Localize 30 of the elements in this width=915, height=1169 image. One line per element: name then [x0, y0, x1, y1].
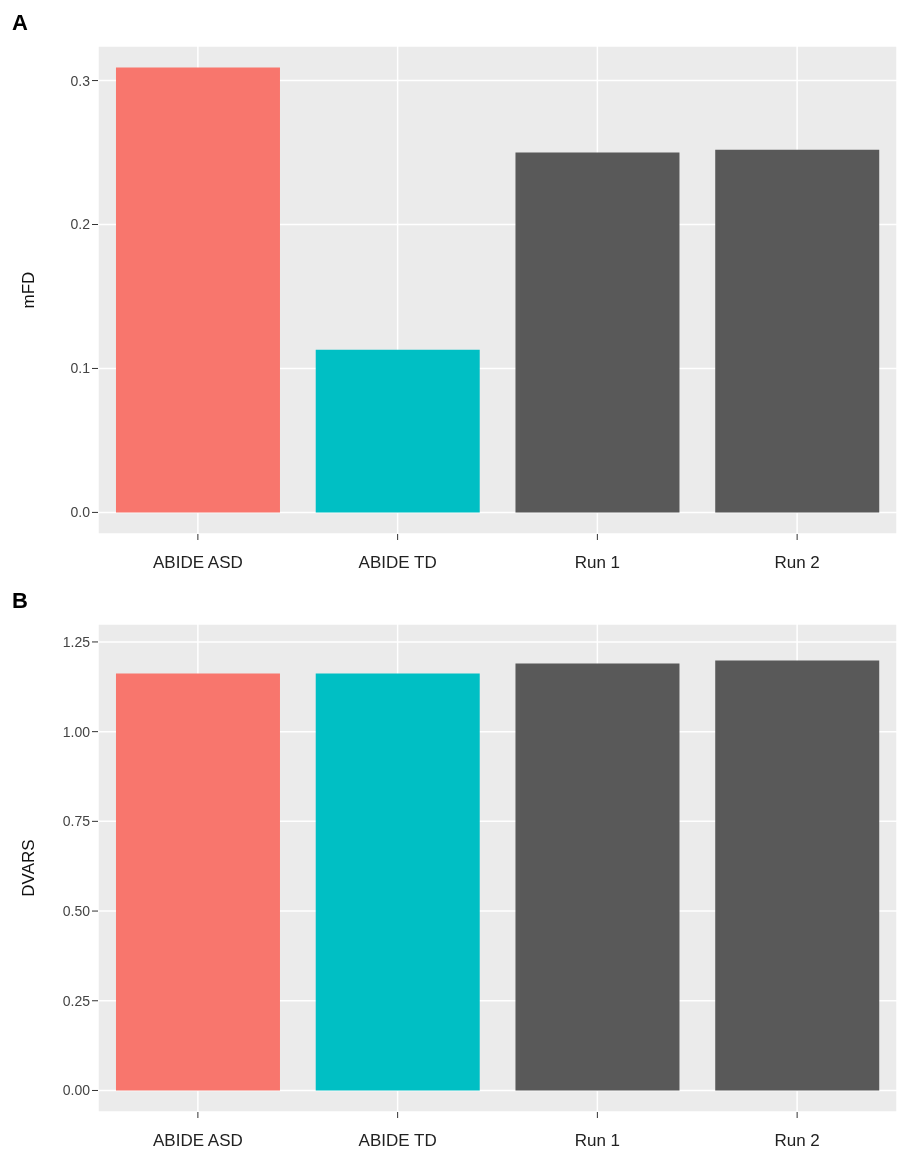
- x-tick-label: Run 1: [574, 553, 621, 573]
- y-tick-label: 1.00: [62, 723, 91, 740]
- y-tick-label: 1.25: [62, 633, 91, 650]
- x-tick-label: ABIDE TD: [358, 553, 437, 573]
- y-tick-label: 0.00: [62, 1082, 91, 1099]
- y-axis-title: DVARS: [19, 839, 39, 897]
- y-axis-title: mFD: [19, 271, 39, 309]
- x-tick-label: Run 2: [774, 553, 820, 573]
- bar: [315, 673, 480, 1091]
- y-tick-label: 0.3: [70, 72, 91, 89]
- bar: [715, 660, 880, 1091]
- y-tick-label: 0.75: [62, 813, 91, 830]
- chart-title: B: [12, 588, 28, 614]
- y-tick-label: 0.25: [62, 992, 91, 1009]
- x-tick-label: ABIDE ASD: [152, 1131, 243, 1151]
- x-tick-label: ABIDE ASD: [152, 553, 243, 573]
- bar: [115, 67, 280, 513]
- y-tick-label: 0.50: [62, 903, 91, 920]
- y-tick-label: 0.2: [70, 216, 91, 233]
- y-tick-label: 0.1: [70, 360, 91, 377]
- chart-title: A: [12, 10, 28, 36]
- bar: [715, 149, 880, 513]
- bar: [115, 673, 280, 1091]
- bar: [515, 663, 680, 1091]
- bar: [515, 152, 680, 513]
- x-tick-label: Run 2: [774, 1131, 820, 1151]
- bar: [315, 349, 480, 513]
- x-tick-label: ABIDE TD: [358, 1131, 437, 1151]
- x-tick-label: Run 1: [574, 1131, 621, 1151]
- y-tick-label: 0.0: [70, 504, 91, 521]
